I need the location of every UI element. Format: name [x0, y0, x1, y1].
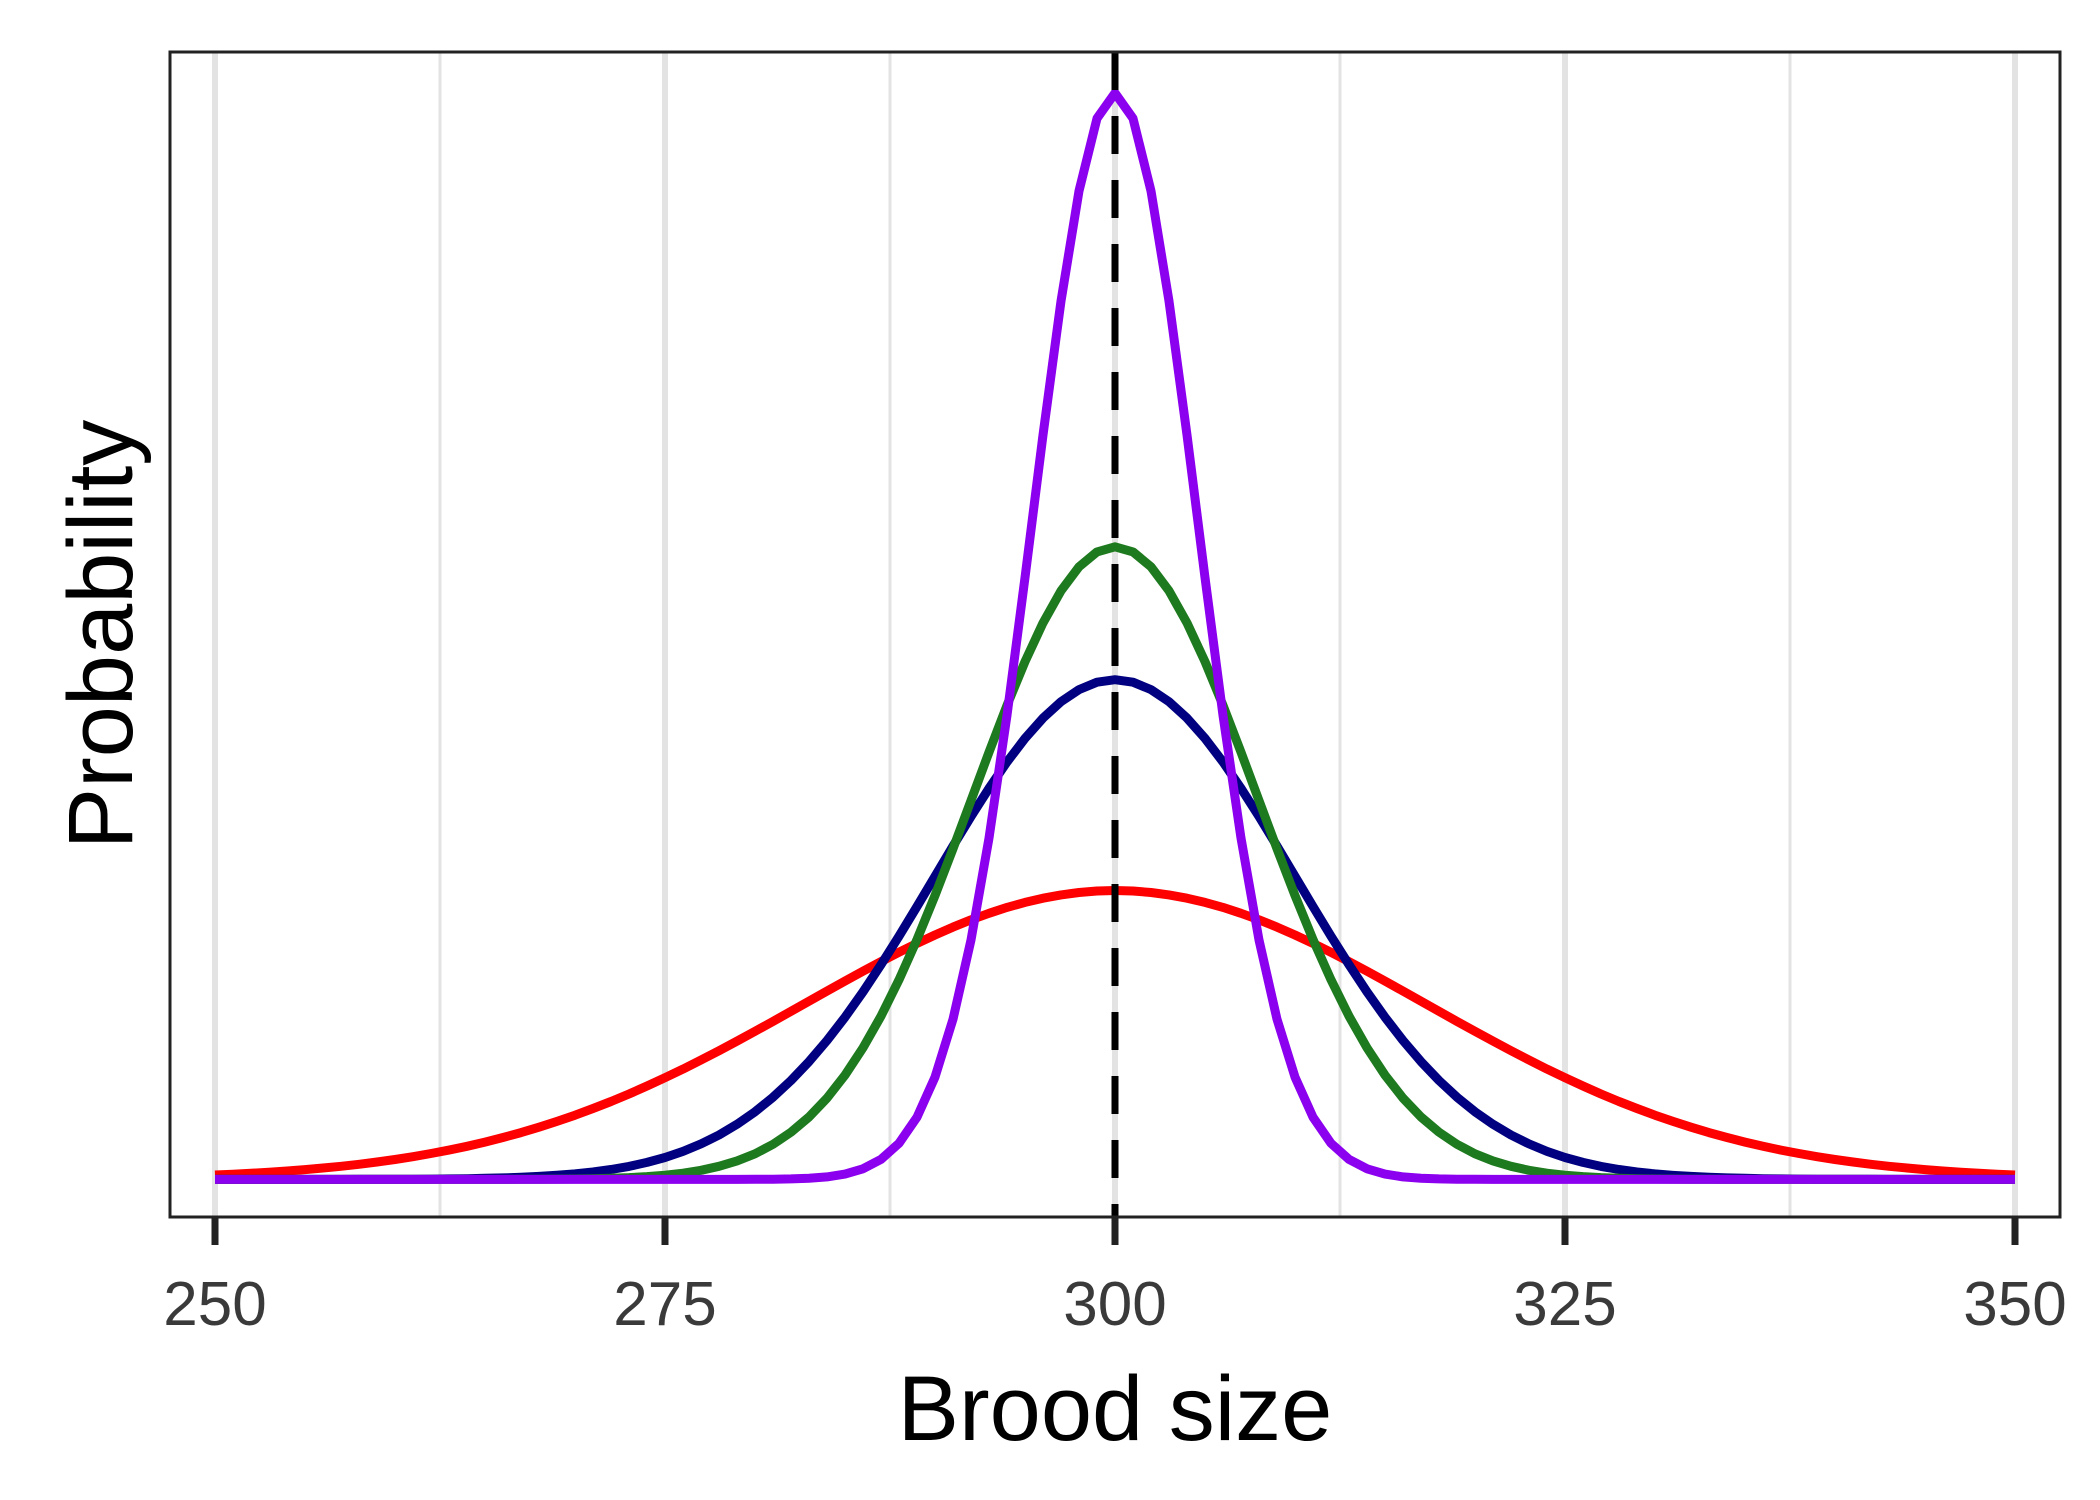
series-lines — [214, 88, 2016, 1184]
x-tick-label: 300 — [1063, 1270, 1166, 1339]
x-tick-label: 275 — [613, 1270, 716, 1339]
x-tick-label: 250 — [163, 1270, 266, 1339]
x-tick-label: 350 — [1963, 1270, 2066, 1339]
x-axis-title: Brood size — [898, 1358, 1333, 1460]
x-axis-ticks: 250 275 300 325 350 — [163, 1217, 2067, 1339]
x-tick-label: 325 — [1513, 1270, 1616, 1339]
series-line-4 — [215, 88, 2015, 1184]
y-axis-title: Probability — [50, 420, 152, 850]
